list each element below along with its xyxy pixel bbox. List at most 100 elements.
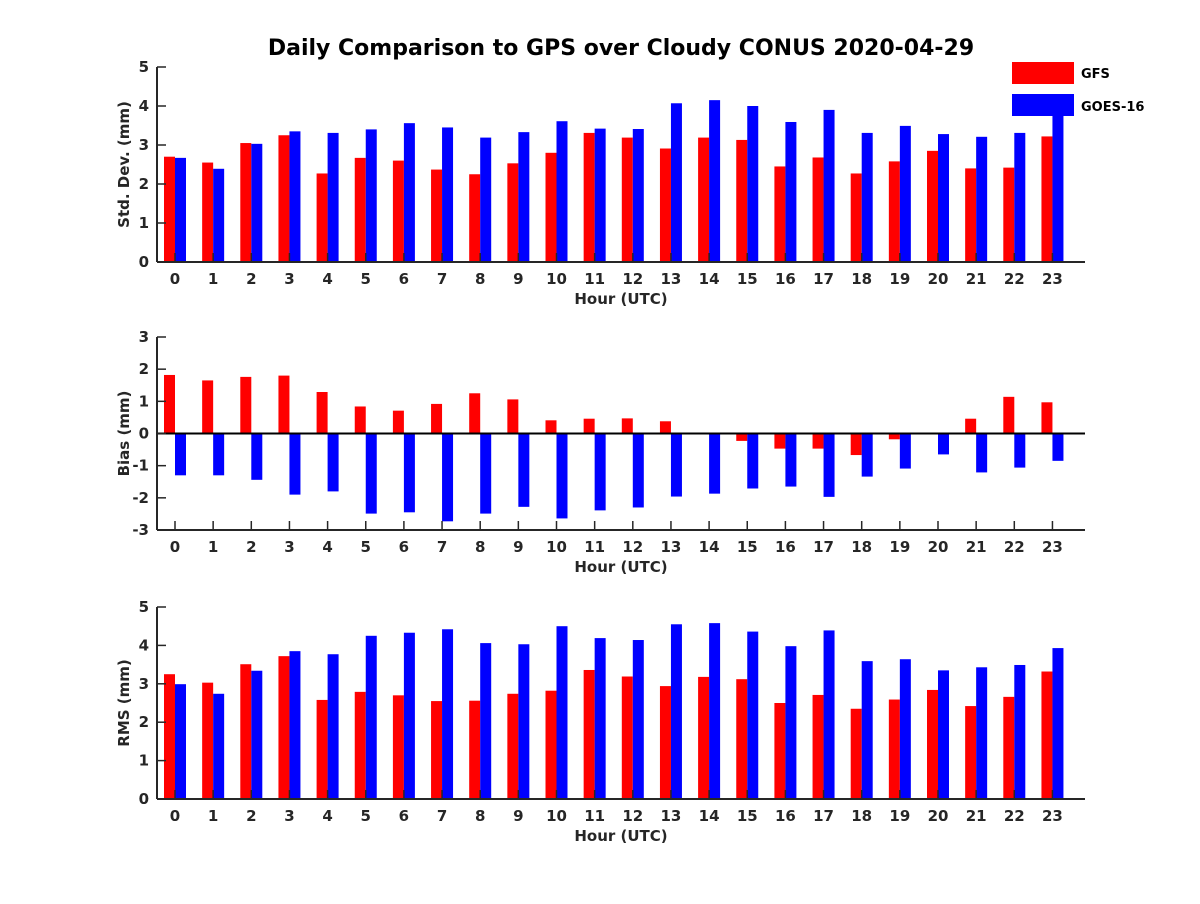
- bar-goes16-hour-15: [747, 433, 759, 489]
- y-axis-label: RMS (mm): [115, 659, 133, 746]
- bar-goes16-hour-9: [518, 433, 530, 507]
- bar-gfs-hour-14: [698, 137, 710, 262]
- bar-gfs-hour-17: [812, 157, 824, 262]
- bar-goes16-hour-23: [1052, 433, 1064, 461]
- bar-goes16-hour-22: [1014, 664, 1026, 799]
- x-tick-label: 12: [622, 270, 643, 288]
- y-tick-label: 3: [139, 328, 149, 346]
- x-tick-label: 21: [966, 270, 987, 288]
- x-tick-label: 2: [246, 270, 256, 288]
- bar-gfs-hour-17: [812, 433, 824, 449]
- y-tick-label: 5: [139, 598, 149, 616]
- y-tick-label: 1: [139, 392, 149, 410]
- x-tick-label: 12: [622, 538, 643, 556]
- bar-gfs-hour-18: [850, 708, 862, 799]
- x-tick-label: 1: [208, 538, 218, 556]
- x-tick-label: 19: [889, 270, 910, 288]
- y-axis-label: Std. Dev. (mm): [115, 101, 133, 228]
- bar-gfs-hour-19: [888, 161, 900, 262]
- bar-goes16-hour-18: [861, 661, 873, 799]
- bar-gfs-hour-20: [927, 689, 938, 799]
- bar-gfs-hour-9: [507, 693, 519, 799]
- x-tick-label: 14: [699, 270, 720, 288]
- x-tick-label: 3: [284, 270, 294, 288]
- y-tick-label: 3: [139, 136, 149, 154]
- x-tick-label: 21: [966, 538, 987, 556]
- bar-goes16-hour-2: [251, 143, 263, 262]
- bar-gfs-hour-7: [431, 701, 443, 799]
- bar-gfs-hour-4: [316, 173, 328, 262]
- bar-goes16-hour-9: [518, 132, 530, 262]
- x-tick-label: 17: [813, 538, 834, 556]
- bar-goes16-hour-7: [442, 629, 454, 799]
- x-tick-label: 14: [699, 807, 720, 825]
- x-tick-label: 6: [399, 538, 409, 556]
- bar-goes16-hour-0: [175, 157, 186, 262]
- bar-gfs-hour-5: [354, 691, 366, 799]
- bar-gfs-hour-16: [774, 433, 786, 449]
- bar-gfs-hour-3: [278, 656, 290, 799]
- x-tick-label: 14: [699, 538, 720, 556]
- x-axis-label: Hour (UTC): [574, 827, 667, 845]
- x-tick-label: 22: [1004, 807, 1025, 825]
- bar-gfs-hour-13: [659, 686, 671, 799]
- x-tick-label: 15: [737, 270, 758, 288]
- bar-goes16-hour-10: [556, 626, 568, 799]
- bar-gfs-hour-14: [698, 676, 710, 799]
- bar-goes16-hour-18: [861, 433, 873, 477]
- x-tick-label: 16: [775, 538, 796, 556]
- y-tick-label: 1: [139, 214, 149, 232]
- legend-swatch-gfs: [1012, 62, 1074, 84]
- bar-gfs-hour-22: [1003, 167, 1015, 262]
- bar-gfs-hour-0: [164, 674, 175, 799]
- bar-gfs-hour-0: [164, 374, 175, 434]
- bar-gfs-hour-3: [278, 135, 290, 262]
- bar-gfs-hour-7: [431, 403, 443, 434]
- bar-gfs-hour-16: [774, 703, 786, 799]
- bar-goes16-hour-6: [403, 123, 415, 262]
- x-tick-label: 18: [851, 807, 872, 825]
- bar-goes16-hour-3: [289, 131, 301, 262]
- bar-goes16-hour-20: [938, 134, 949, 262]
- bar-goes16-hour-15: [747, 106, 759, 262]
- x-tick-label: 13: [661, 538, 682, 556]
- bar-gfs-hour-11: [583, 418, 595, 434]
- bar-goes16-hour-21: [976, 136, 988, 262]
- bar-goes16-hour-12: [632, 433, 644, 508]
- x-tick-label: 18: [851, 270, 872, 288]
- x-tick-label: 22: [1004, 270, 1025, 288]
- bar-goes16-hour-10: [556, 433, 568, 519]
- x-axis-label: Hour (UTC): [574, 290, 667, 308]
- bar-gfs-hour-23: [1041, 671, 1053, 799]
- x-tick-label: 16: [775, 807, 796, 825]
- bar-goes16-hour-5: [365, 635, 377, 799]
- bar-goes16-hour-8: [480, 643, 492, 799]
- bar-gfs-hour-12: [621, 676, 633, 799]
- bar-goes16-hour-16: [785, 433, 797, 487]
- bar-gfs-hour-19: [888, 433, 900, 440]
- bar-goes16-hour-17: [823, 630, 835, 799]
- bar-gfs-hour-6: [392, 160, 404, 262]
- bar-goes16-hour-12: [632, 640, 644, 799]
- y-tick-label: 2: [139, 360, 149, 378]
- bar-goes16-hour-11: [594, 638, 606, 799]
- x-tick-label: 23: [1042, 538, 1063, 556]
- bar-gfs-hour-10: [545, 690, 557, 799]
- x-tick-label: 18: [851, 538, 872, 556]
- y-tick-label: 0: [139, 790, 149, 808]
- bar-goes16-hour-19: [899, 659, 911, 799]
- bar-gfs-hour-13: [659, 148, 671, 262]
- bar-goes16-hour-15: [747, 631, 759, 799]
- x-tick-label: 4: [322, 538, 332, 556]
- bar-gfs-hour-4: [316, 392, 328, 434]
- bar-gfs-hour-22: [1003, 696, 1015, 799]
- x-tick-label: 13: [661, 807, 682, 825]
- bar-goes16-hour-13: [670, 624, 682, 799]
- bar-gfs-hour-13: [659, 421, 671, 434]
- bar-goes16-hour-20: [938, 433, 949, 455]
- bar-goes16-hour-23: [1052, 113, 1064, 262]
- bar-goes16-hour-5: [365, 129, 377, 262]
